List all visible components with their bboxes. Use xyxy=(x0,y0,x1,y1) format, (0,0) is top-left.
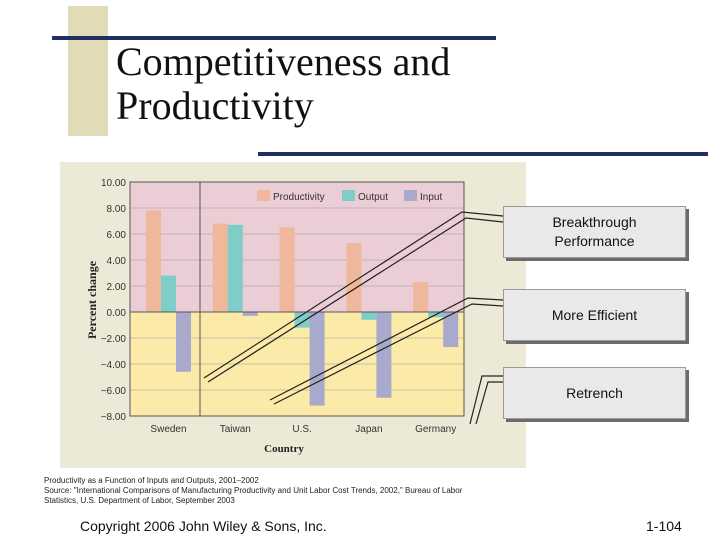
callout-retrench: Retrench xyxy=(503,367,686,419)
legend-swatch-input xyxy=(404,190,417,201)
bar-productivity xyxy=(413,282,429,312)
leader-breakthrough-inner xyxy=(207,217,504,383)
leader-efficient xyxy=(269,297,504,401)
callout-efficient-label: More Efficient xyxy=(551,306,638,323)
legend-label-productivity: Productivity xyxy=(273,192,325,203)
bar-productivity xyxy=(212,223,228,312)
slide-title: Competitiveness and Productivity xyxy=(116,40,516,128)
x-tick-label: Sweden xyxy=(150,424,186,435)
legend: Productivity Output Input xyxy=(257,190,442,203)
y-tick-label: 2.00 xyxy=(107,282,127,293)
x-tick-label: Germany xyxy=(415,424,456,435)
y-tick-labels: 10.00 8.00 6.00 4.00 2.00 0.00 −2.00 −4.00 −6.00… xyxy=(101,178,127,423)
title-line-1: Competitiveness and xyxy=(116,39,451,84)
x-axis-label: Country xyxy=(264,443,304,455)
bar-input xyxy=(443,312,459,348)
x-tick-labels: Sweden Taiwan U.S. Japan Germany xyxy=(150,424,456,435)
x-tick-label: Japan xyxy=(355,424,382,435)
y-axis-label: Percent change xyxy=(85,260,99,339)
y-tick-label: 10.00 xyxy=(101,178,126,189)
legend-label-output: Output xyxy=(358,192,388,203)
slide-number: 1-104 xyxy=(646,518,682,534)
y-tick-label: 0.00 xyxy=(107,308,127,319)
bar-input xyxy=(176,312,191,372)
bar-output xyxy=(361,312,377,320)
bar-productivity xyxy=(279,227,295,312)
y-tick-label: −2.00 xyxy=(101,334,127,345)
x-tick-label: U.S. xyxy=(292,424,311,435)
legend-label-input: Input xyxy=(420,192,442,203)
callout-retrench-label: Retrench xyxy=(566,384,623,401)
x-tick-label: Taiwan xyxy=(220,424,251,435)
leader-breakthrough xyxy=(203,211,504,379)
bar-output xyxy=(161,275,176,312)
callout-breakthrough-label: Breakthrough Performance xyxy=(552,214,637,249)
callout-breakthrough-performance: Breakthrough Performance xyxy=(503,206,686,258)
leader-efficient-inner xyxy=(273,303,504,405)
y-tick-label: 4.00 xyxy=(107,256,127,267)
bottom-accent-line xyxy=(258,152,708,156)
figure-caption: Productivity as a Function of Inputs and… xyxy=(44,476,564,506)
legend-swatch-productivity xyxy=(257,190,270,201)
callout-more-efficient: More Efficient xyxy=(503,289,686,341)
bars xyxy=(146,210,459,406)
top-accent-line xyxy=(52,36,496,40)
bar-input xyxy=(309,312,325,406)
leader-retrench-inner xyxy=(475,381,503,425)
bar-output xyxy=(294,312,310,328)
plot-frame xyxy=(129,181,465,417)
bar-productivity xyxy=(346,243,362,312)
y-tick-label: −8.00 xyxy=(101,412,127,423)
bar-output xyxy=(227,224,243,312)
bar-input xyxy=(376,312,392,398)
y-tick-label: 6.00 xyxy=(107,230,127,241)
caption-line-1: Productivity as a Function of Inputs and… xyxy=(44,476,259,485)
caption-line-2: Source: "International Comparisons of Ma… xyxy=(44,486,463,495)
title-accent-block xyxy=(68,6,108,136)
legend-swatch-output xyxy=(342,190,355,201)
y-tick-label: 8.00 xyxy=(107,204,127,215)
title-line-2: Productivity xyxy=(116,83,314,128)
y-tick-label: −4.00 xyxy=(101,360,127,371)
bar-productivity xyxy=(146,210,161,312)
leader-retrench xyxy=(469,375,503,425)
copyright-footer: Copyright 2006 John Wiley & Sons, Inc. xyxy=(80,518,327,534)
caption-line-3: Statistics, U.S. Department of Labor, Se… xyxy=(44,496,235,505)
y-tick-label: −6.00 xyxy=(101,386,127,397)
bar-input xyxy=(242,312,258,316)
